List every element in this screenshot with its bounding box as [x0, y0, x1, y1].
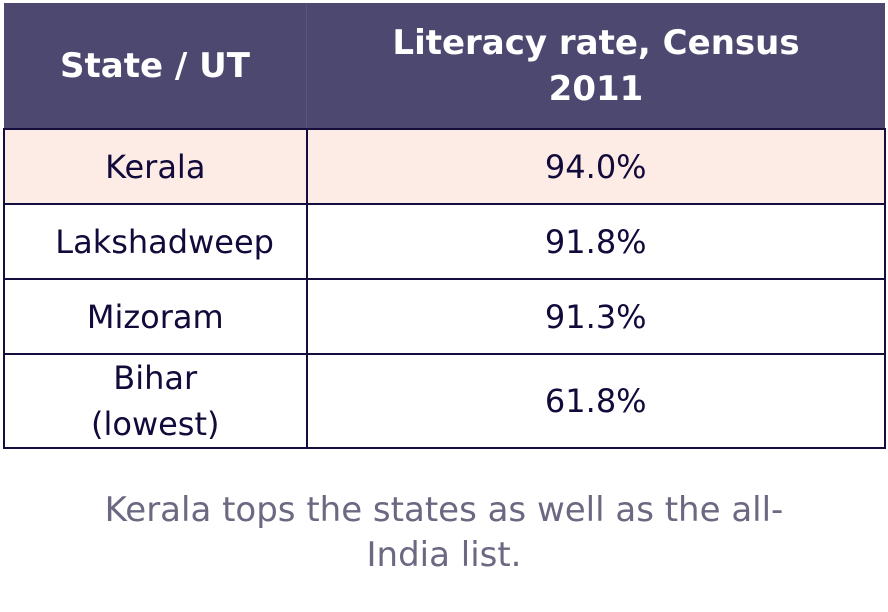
cell-text: Lakshadweep	[55, 222, 274, 261]
cell-text: Bihar (lowest)	[90, 359, 220, 443]
header-text: State / UT	[60, 45, 250, 86]
header-cell: State / UT	[4, 3, 307, 129]
cell-text: 94.0%	[544, 147, 647, 186]
header-cell: Literacy rate, Census 2011	[306, 3, 885, 129]
caption-text: Kerala tops the states as well as the al…	[104, 490, 784, 575]
cell-text: Mizoram	[86, 297, 224, 336]
cell-text: 61.8%	[544, 382, 647, 420]
table-cell: Bihar (lowest)	[3, 353, 308, 449]
table-cell: Mizoram	[3, 278, 308, 355]
table-row: Lakshadweep 91.8%	[3, 203, 886, 280]
header-row: State / UT Literacy rate, Census 2011	[4, 3, 885, 129]
table-header: State / UT Literacy rate, Census 2011	[4, 3, 885, 129]
table-row: Bihar (lowest) 61.8%	[3, 353, 886, 449]
table-cell: 91.3%	[305, 278, 886, 355]
table-cell: Lakshadweep	[3, 203, 308, 280]
header-text: Literacy rate, Census 2011	[392, 22, 800, 109]
caption: Kerala tops the states as well as the al…	[0, 488, 888, 578]
table-body: Kerala 94.0% Lakshadweep 91.8% Mizoram 91.3% B…	[3, 128, 886, 449]
table-cell: Kerala	[3, 128, 308, 205]
literacy-table: State / UT Literacy rate, Census 2011 Ke…	[3, 3, 886, 449]
cell-text: 91.3%	[544, 297, 647, 336]
cell-text: 91.8%	[544, 222, 647, 261]
table-cell: 91.8%	[305, 203, 886, 280]
table-row: Mizoram 91.3%	[3, 278, 886, 355]
cell-text: Kerala	[105, 147, 206, 186]
table-row: Kerala 94.0%	[3, 128, 886, 205]
table-cell: 94.0%	[305, 128, 886, 205]
table-cell: 61.8%	[305, 353, 886, 449]
